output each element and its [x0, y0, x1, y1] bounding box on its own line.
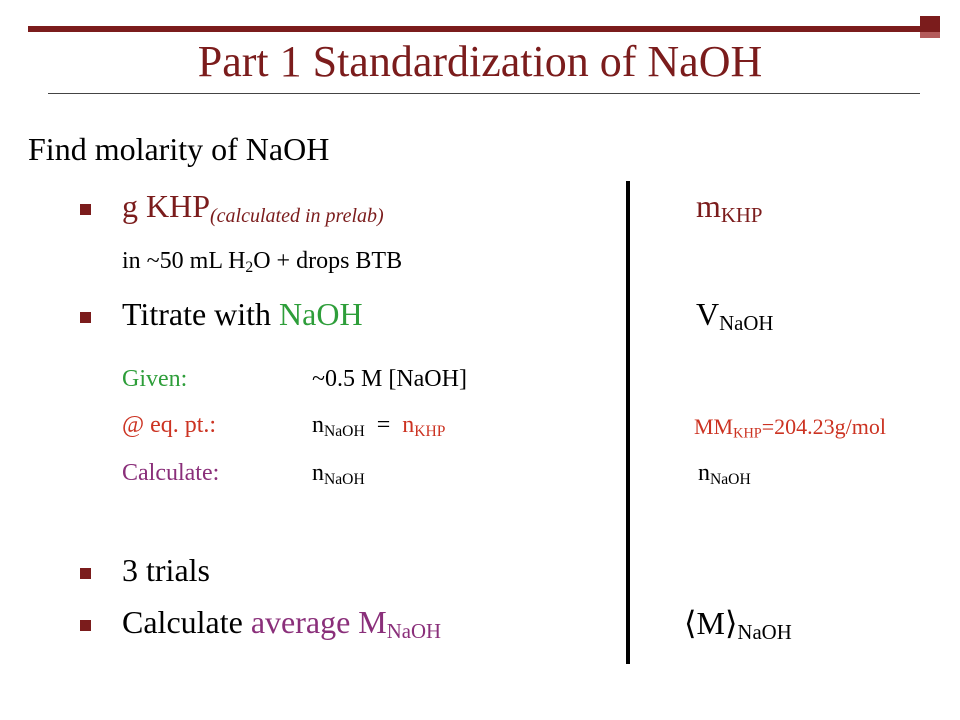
average-m: M — [358, 604, 387, 640]
vertical-divider — [626, 181, 630, 664]
intro-text: Find molarity of NaOH — [28, 131, 330, 167]
average-m-subscript: NaOH — [386, 620, 442, 644]
bullet-square-icon — [80, 312, 91, 323]
right-n-subscript: NaOH — [710, 470, 751, 488]
calculate-label: Calculate: — [122, 460, 220, 486]
molar-mass-khp: MMKHP=204.23g/mol — [694, 414, 886, 442]
eqpt-rhs-subscript: KHP — [414, 422, 446, 440]
bullet-titrate: Titrate with NaOH — [122, 296, 363, 333]
titrate-pre: Titrate with — [122, 296, 280, 332]
water-subscript: 2 — [245, 258, 254, 276]
title-underline — [48, 93, 920, 94]
bullet-average: Calculate average MNaOH — [122, 604, 442, 644]
calc-n-subscript: NaOH — [324, 470, 365, 488]
right-n-naoh: nNaOH — [698, 460, 751, 487]
avg-m-symbol: ⟨M⟩ — [684, 605, 738, 641]
avg-m-subscript: NaOH — [737, 621, 792, 645]
calculate-var: nNaOH — [312, 460, 365, 487]
calc-n: n — [312, 460, 324, 486]
eqpt-equation: nNaOH = nKHP — [312, 412, 445, 439]
bullet-square-icon — [80, 568, 91, 579]
right-n: n — [698, 460, 710, 486]
bullet-trials: 3 trials — [122, 552, 210, 588]
prelab-note: (calculated in prelab) — [210, 205, 384, 227]
bullet-square-icon — [80, 204, 91, 215]
khp-mass-label: g KHP — [122, 188, 211, 224]
header-bar-square-light — [920, 32, 940, 38]
m-symbol: m — [696, 188, 721, 224]
mm-label: MM — [694, 414, 734, 439]
eqpt-rhs: n — [402, 412, 415, 438]
right-v-naoh: VNaOH — [696, 296, 774, 336]
eqpt-equals: = — [364, 412, 403, 438]
header-bar — [28, 26, 920, 32]
solution-pre: in ~50 mL H — [122, 248, 246, 274]
bullet-khp-mass: g KHP(calculated in prelab) — [122, 188, 384, 227]
solution-line: in ~50 mL H2O + drops BTB — [122, 248, 402, 275]
right-avg-m: ⟨M⟩NaOH — [684, 604, 792, 645]
v-naoh-subscript: NaOH — [719, 312, 774, 336]
right-m-khp: mKHP — [696, 188, 763, 228]
given-value: ~0.5 M [NaOH] — [312, 366, 467, 392]
eqpt-label: @ eq. pt.: — [122, 412, 217, 438]
mm-value: =204.23g/mol — [761, 414, 886, 439]
eqpt-lhs: n — [312, 412, 324, 438]
header-bar-square — [920, 16, 940, 32]
bullet-square-icon — [80, 620, 91, 631]
slide-title: Part 1 Standardization of NaOH — [197, 37, 763, 86]
m-khp-subscript: KHP — [720, 204, 763, 228]
eqpt-lhs-subscript: NaOH — [324, 422, 365, 440]
given-label: Given: — [122, 366, 188, 392]
v-symbol: V — [696, 296, 720, 332]
average-pre: Calculate — [122, 604, 251, 640]
titrate-naoh: NaOH — [279, 296, 363, 332]
mm-subscript: KHP — [733, 425, 762, 442]
average-word: average — [250, 604, 359, 640]
solution-post: O + drops BTB — [253, 248, 403, 274]
